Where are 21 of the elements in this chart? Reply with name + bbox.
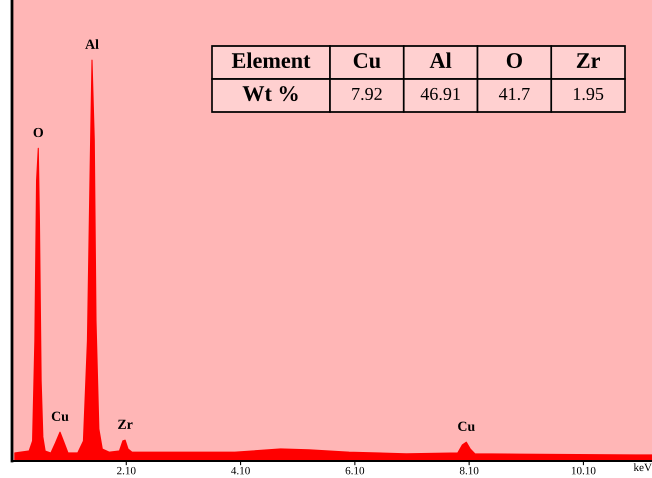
x-tick-label: 2.10 — [117, 466, 136, 474]
annotation: O — [34, 128, 44, 138]
annotation: 41.7 — [498, 88, 530, 100]
annotation: Zr — [576, 53, 600, 68]
annotation: O — [506, 53, 522, 68]
annotation: Wt % — [242, 86, 298, 102]
x-tick-label: 10.10 — [572, 466, 596, 474]
x-tick-label: 4.10 — [231, 466, 250, 474]
annotation: Al — [430, 52, 452, 68]
annotation: Element — [232, 52, 310, 68]
annotation: 1.95 — [574, 88, 604, 100]
annotation: Zr — [118, 420, 133, 429]
x-tick-label: 6.10 — [346, 466, 364, 474]
annotation: 7.92 — [352, 88, 382, 100]
annotation: Cu — [458, 422, 475, 432]
x-axis-title: keV — [634, 463, 652, 472]
annotation: Cu — [52, 412, 69, 422]
annotation: 46.91 — [420, 88, 460, 100]
annotation: Cu — [354, 53, 380, 68]
x-tick-label: 8.10 — [460, 466, 478, 474]
annotation: Al — [85, 39, 99, 49]
